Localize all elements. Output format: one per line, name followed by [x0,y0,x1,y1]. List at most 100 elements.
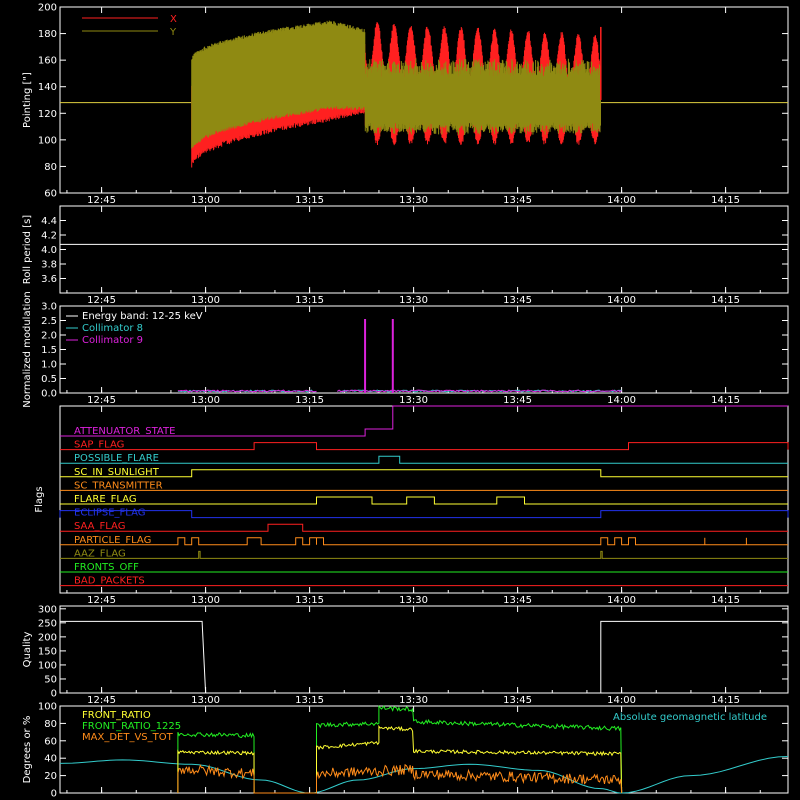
roll-y-tick-label: 4.4 [41,216,57,227]
flag-label-flare_flag: FLARE_FLAG [74,494,137,505]
flag-label-particle_flag: PARTICLE_FLAG [74,535,151,546]
flags-time-label: 13:00 [191,595,220,606]
ratios-y-tick-label: 20 [44,771,57,782]
modulation-y-tick-label: 3.0 [41,302,57,313]
modulation-y-tick-label: 0.5 [41,374,57,385]
front-ratio-1225-series [177,705,623,794]
roll-time-label: 13:15 [295,295,324,306]
modulation-time-label: 13:45 [503,395,532,406]
roll-y-tick-label: 3.6 [41,274,57,285]
flag-label-fronts_off: FRONTS_OFF [74,562,139,573]
ratios-y-tick-label: 80 [44,719,57,730]
flag-label-saa_flag: SAA_FLAG [74,521,125,532]
flag-label-possible_flare: POSSIBLE_FLARE [74,453,159,464]
pointing-ylabel: Pointing ["] [22,72,33,128]
flags-time-label: 13:30 [399,595,428,606]
pointing-time-label: 14:00 [607,195,636,206]
ratios-legend-label: FRONT_RATIO_1225 [82,721,181,732]
flags-time-label: 13:15 [295,595,324,606]
quality-time-label: 14:15 [711,695,740,706]
roll-time-label: 14:15 [711,295,740,306]
roll-y-tick-label: 4.2 [41,231,57,242]
quality-y-tick-label: 250 [38,618,57,629]
modulation-y-tick-label: 1.0 [41,360,57,371]
flag-label-sc_transmitter: SC_TRANSMITTER [74,480,163,491]
modulation-legend-label: Collimator 8 [82,323,143,334]
modulation-time-label: 14:00 [607,395,636,406]
pointing-y-tick-label: 160 [38,56,57,67]
flags-ylabel: Flags [34,486,45,512]
modulation-time-label: 13:00 [191,395,220,406]
modulation-time-label: 13:30 [399,395,428,406]
pointing-y-series [191,20,601,149]
ratios-y-tick-label: 0 [51,789,57,800]
modulation-time-label: 12:45 [87,395,116,406]
quality-time-label: 13:00 [191,695,220,706]
flag-label-bad_packets: BAD_PACKETS [74,576,145,587]
flag-trace-possible_flare [60,455,788,464]
front-ratio-series [177,724,623,794]
ratios-panel: 0 20 40 60 80 100 Degrees or % FRONT_RATIOFRONT… [22,702,789,800]
flag-trace-aaz_flag [60,550,788,559]
pointing-time-label: 14:15 [711,195,740,206]
roll-ylabel: Roll period [s] [22,215,33,284]
quality-trace [60,620,788,694]
ratios-legend-label: MAX_DET_VS_TOT [82,732,174,743]
modulation-y-tick-label: 1.5 [41,345,57,356]
pointing-time-label: 13:15 [295,195,324,206]
flag-label-aaz_flag: AAZ_FLAG [74,548,126,559]
quality-y-tick-label: 200 [38,632,57,643]
pointing-time-label: 13:45 [503,195,532,206]
ratios-frame [59,705,789,794]
modulation-magenta-series [337,389,622,393]
pointing-legend-label: X [170,14,177,25]
ratios-legend-right-label: Absolute geomagnetic latitude [613,712,767,723]
panels: 12:45 13:00 13:15 13:30 13:45 14:00 14:15 60 80 1… [22,3,789,800]
flags-time-label: 12:45 [87,595,116,606]
flag-label-attenuator_state: ATTENUATOR_STATE [74,426,175,437]
quality-time-label: 13:30 [399,695,428,706]
flags-time-label: 14:00 [607,595,636,606]
pointing-y-tick-label: 180 [38,29,57,40]
pointing-y-tick-label: 120 [38,109,57,120]
modulation-magenta-series [177,389,317,393]
roll-time-label: 13:00 [191,295,220,306]
pointing-y-tick-label: 80 [44,162,57,173]
flag-trace-saa_flag [60,523,788,532]
ratios-y-tick-label: 60 [44,736,57,747]
quality-panel: 12:45 13:00 13:15 13:30 13:45 14:00 14:15 0 50 10… [22,604,789,706]
flags-panel: 12:45 13:00 13:15 13:30 13:45 14:00 14:15 Flags… [34,405,789,606]
flag-label-eclipse_flag: ECLIPSE_FLAG [74,508,145,519]
quality-y-tick-label: 150 [38,646,57,657]
pointing-y-tick-label: 200 [38,3,57,14]
pointing-frame [59,6,789,194]
pointing-time-label: 13:30 [399,195,428,206]
quality-time-label: 13:15 [295,695,324,706]
quality-time-label: 14:00 [607,695,636,706]
ratios-legend-label: FRONT_RATIO [82,710,151,721]
quality-ylabel: Quality [22,632,33,668]
pointing-time-label: 13:00 [191,195,220,206]
flag-trace-sap_flag [60,442,789,451]
pointing-y-tick-label: 100 [38,135,57,146]
flags-time-label: 14:15 [711,595,740,606]
quality-y-tick-label: 100 [38,660,57,671]
max-det-vs-tot-series [177,763,623,794]
flags-time-label: 13:45 [503,595,532,606]
pointing-y-tick-label: 60 [44,189,57,200]
quality-time-label: 13:45 [503,695,532,706]
flag-label-sap_flag: SAP_FLAG [74,440,124,451]
flag-trace-eclipse_flag [59,510,789,519]
quality-y-tick-label: 50 [44,674,57,685]
quality-y-tick-label: 0 [51,689,57,700]
modulation-legend-label: Energy band: 12-25 keV [82,311,203,322]
pointing-y-tick-label: 140 [38,82,57,93]
roll-time-label: 12:45 [87,295,116,306]
flag-trace-flare_flag [60,496,788,505]
pointing-panel: 12:45 13:00 13:15 13:30 13:45 14:00 14:15 60 80 1… [22,3,789,206]
roll-time-label: 13:30 [399,295,428,306]
roll-y-tick-label: 4.0 [41,245,57,256]
roll-time-label: 13:45 [503,295,532,306]
